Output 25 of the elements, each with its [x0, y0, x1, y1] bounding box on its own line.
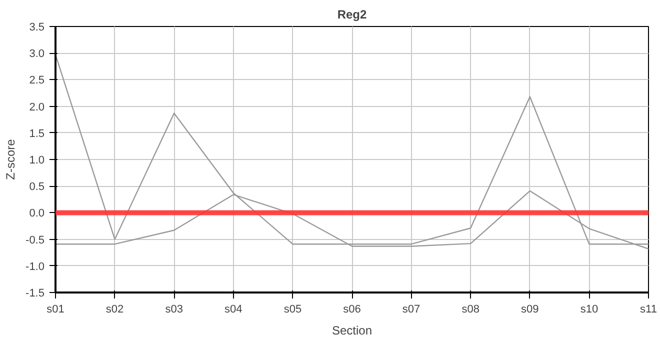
x-tick-label: s07 — [402, 304, 420, 316]
y-tick-label: 3.5 — [29, 22, 45, 34]
x-tick-label: s08 — [462, 304, 480, 316]
x-tick-label: s11 — [640, 304, 657, 316]
x-tick-label: s04 — [224, 304, 242, 316]
x-axis-title: Section — [332, 324, 372, 338]
x-tick-label: s01 — [46, 304, 64, 316]
y-tick-label: 1.0 — [29, 154, 45, 166]
x-tick-label: s03 — [165, 304, 183, 316]
y-tick-label: 3.0 — [29, 48, 45, 60]
x-tick-label: s06 — [343, 304, 361, 316]
y-tick-label: -1.5 — [26, 288, 45, 300]
x-tick-label: s09 — [521, 304, 539, 316]
y-tick-label: 2.0 — [29, 101, 45, 114]
x-tick-label: s10 — [580, 304, 598, 316]
y-tick-label: 2.5 — [29, 74, 45, 87]
y-tick-label: 1.5 — [29, 128, 45, 140]
y-tick-label: 0.5 — [29, 181, 45, 194]
y-tick-label: -0.5 — [26, 234, 45, 246]
chart-title: Reg2 — [337, 8, 367, 22]
y-tick-label: 0.0 — [29, 208, 45, 220]
y-tick-label: -1.0 — [26, 260, 45, 273]
x-tick-label: s05 — [284, 304, 302, 316]
y-axis-title: Z-score — [4, 138, 18, 180]
x-tick-label: s02 — [106, 304, 124, 316]
